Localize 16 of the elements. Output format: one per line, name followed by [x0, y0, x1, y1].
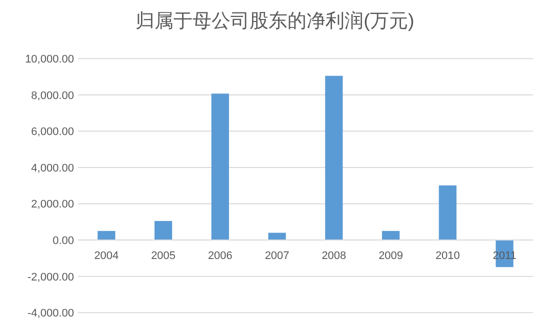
x-tick-label: 2008: [322, 250, 346, 262]
title: 归属于母公司股东的净利润(万元): [136, 11, 414, 32]
y-tick-label: 6,000.00: [31, 126, 74, 138]
x-tick-label: 2004: [94, 250, 119, 262]
y-tick-label: 0.00: [52, 235, 74, 248]
x-tick-label: 2007: [264, 250, 290, 262]
y-tick-label: -2,000.00: [28, 271, 74, 284]
y-tick-label: 10,000.00: [25, 54, 74, 66]
y-tick-label: 2,000.00: [31, 198, 74, 211]
y-tick-label: -4,000.00: [28, 308, 74, 320]
x-tick-label: 2009: [378, 250, 404, 262]
x-tick-label: 2005: [151, 250, 176, 262]
y-tick-label: 8,000.00: [31, 90, 74, 102]
x-tick-label: 2010: [435, 250, 460, 262]
y-tick-label: 4,000.00: [31, 162, 74, 174]
x-tick-label: 2006: [208, 250, 232, 262]
